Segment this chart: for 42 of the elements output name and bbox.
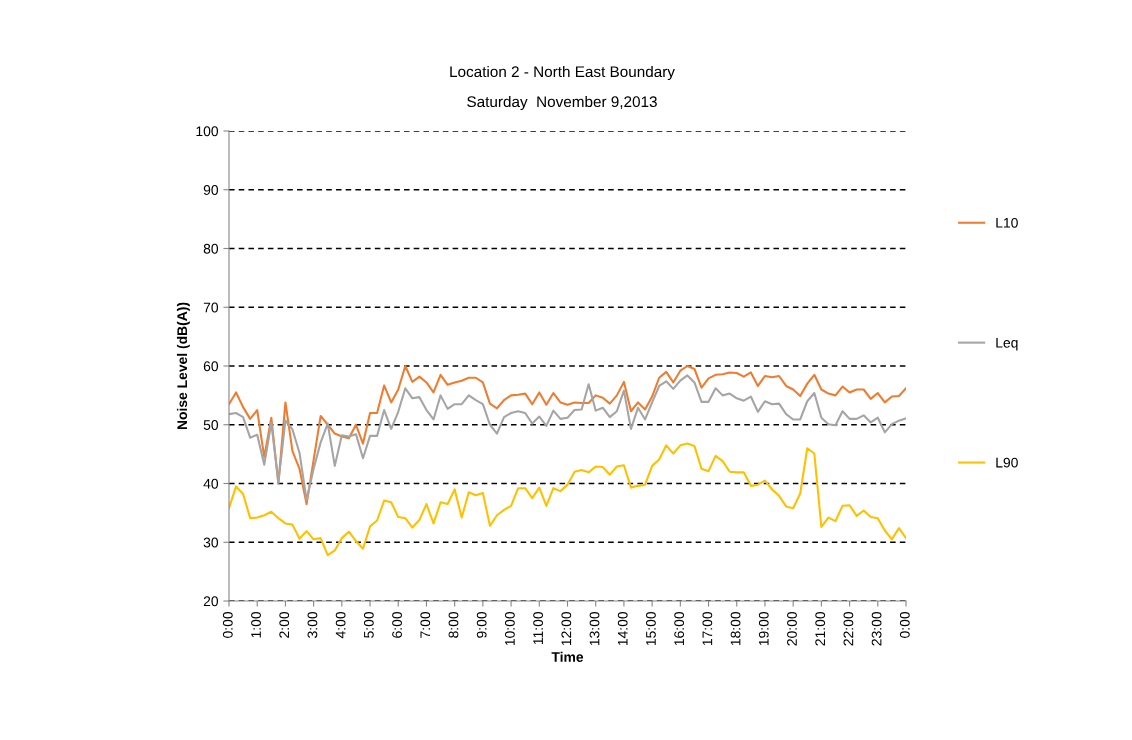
y-tick-label: 40 <box>203 478 219 489</box>
x-tick-label: 9:00 <box>476 611 487 638</box>
legend-label: L10 <box>996 217 1018 228</box>
line-series <box>229 442 906 557</box>
x-tick-label: 16:00 <box>674 611 685 646</box>
x-tick-label: 19:00 <box>758 611 769 646</box>
y-tick-label: 80 <box>203 243 219 254</box>
x-tick-label: 11:00 <box>533 611 544 645</box>
x-tick-label: 5:00 <box>363 611 374 638</box>
y-tick-label: 50 <box>203 420 219 430</box>
x-tick-label: 21:00 <box>815 611 826 646</box>
x-tick-label: 7:00 <box>420 611 431 638</box>
x-tick-label: 18:00 <box>730 611 741 646</box>
x-tick-label: 13:00 <box>589 611 600 646</box>
chart-subtitle: Saturday November 9,2013 <box>467 95 657 111</box>
x-axis-title: Time <box>551 651 584 662</box>
x-tick-label: 6:00 <box>392 611 402 638</box>
x-tick-label: 8:00 <box>448 611 459 638</box>
x-tick-label: 15:00 <box>646 611 656 646</box>
x-tick-label: 2:00 <box>279 611 290 638</box>
y-tick-label: 20 <box>203 596 219 607</box>
y-tick-label: 70 <box>203 302 219 313</box>
legend-label: L90 <box>996 457 1018 468</box>
x-tick-label: 14:00 <box>617 611 628 646</box>
legend-label: Leq <box>996 337 1018 351</box>
x-tick-label: 0:00 <box>222 611 233 638</box>
x-tick-label: 20:00 <box>787 611 797 646</box>
x-tick-label: 4:00 <box>335 611 346 639</box>
x-tick-label: 0:00 <box>899 611 910 638</box>
y-tick-label: 60 <box>203 361 219 372</box>
x-tick-label: 12:00 <box>561 611 572 646</box>
y-tick-label: 100 <box>196 126 219 137</box>
y-axis-title: Noise Level (dB(A)) <box>176 302 190 430</box>
x-tick-label: 10:00 <box>504 611 515 646</box>
x-tick-label: 1:00 <box>251 611 261 638</box>
y-tick-label: 90 <box>203 185 219 195</box>
x-tick-label: 3:00 <box>307 611 318 638</box>
x-tick-label: 17:00 <box>702 611 713 646</box>
x-tick-label: 22:00 <box>843 611 854 646</box>
chart-title: Location 2 - North East Boundary <box>450 65 675 81</box>
y-tick-label: 30 <box>203 537 219 548</box>
x-tick-label: 23:00 <box>871 611 882 646</box>
